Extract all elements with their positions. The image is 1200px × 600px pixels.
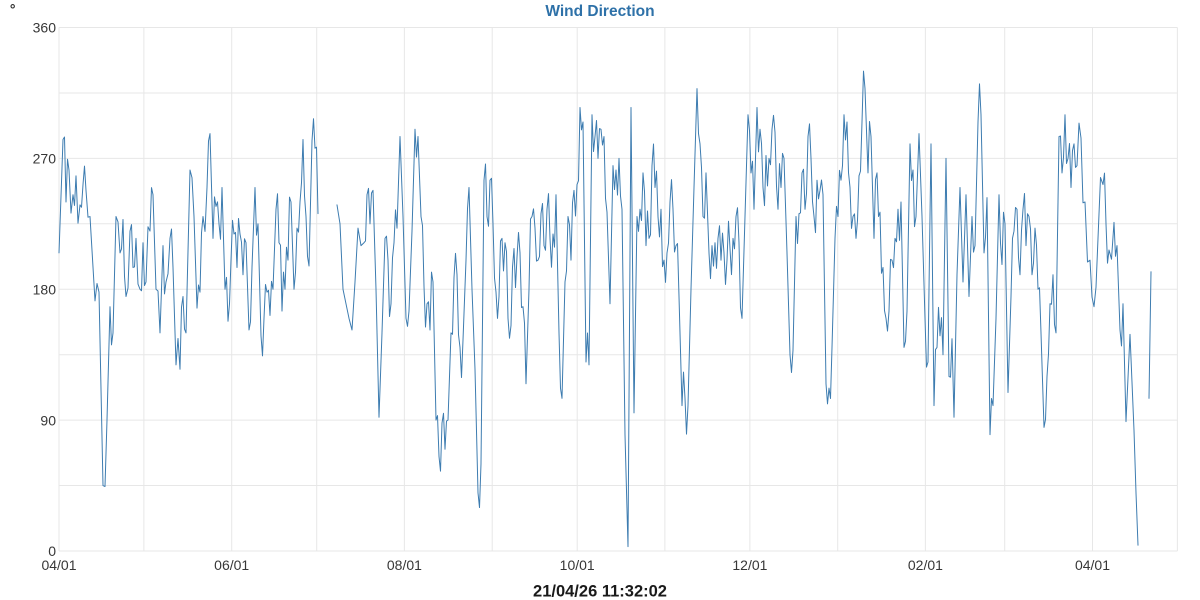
- svg-text:21/04/26 11:32:02: 21/04/26 11:32:02: [533, 583, 667, 600]
- svg-text:10/01: 10/01: [560, 557, 595, 573]
- svg-text:Wind Direction: Wind Direction: [545, 3, 654, 20]
- svg-text:04/01: 04/01: [41, 557, 76, 573]
- svg-text:06/01: 06/01: [214, 557, 249, 573]
- svg-text:02/01: 02/01: [908, 557, 943, 573]
- svg-text:180: 180: [33, 281, 57, 297]
- svg-text:08/01: 08/01: [387, 557, 422, 573]
- svg-text:04/01: 04/01: [1075, 557, 1110, 573]
- svg-text:360: 360: [33, 20, 57, 36]
- svg-text:90: 90: [40, 412, 56, 428]
- svg-text:270: 270: [33, 151, 57, 167]
- svg-text:0: 0: [48, 543, 56, 559]
- svg-text:12/01: 12/01: [732, 557, 767, 573]
